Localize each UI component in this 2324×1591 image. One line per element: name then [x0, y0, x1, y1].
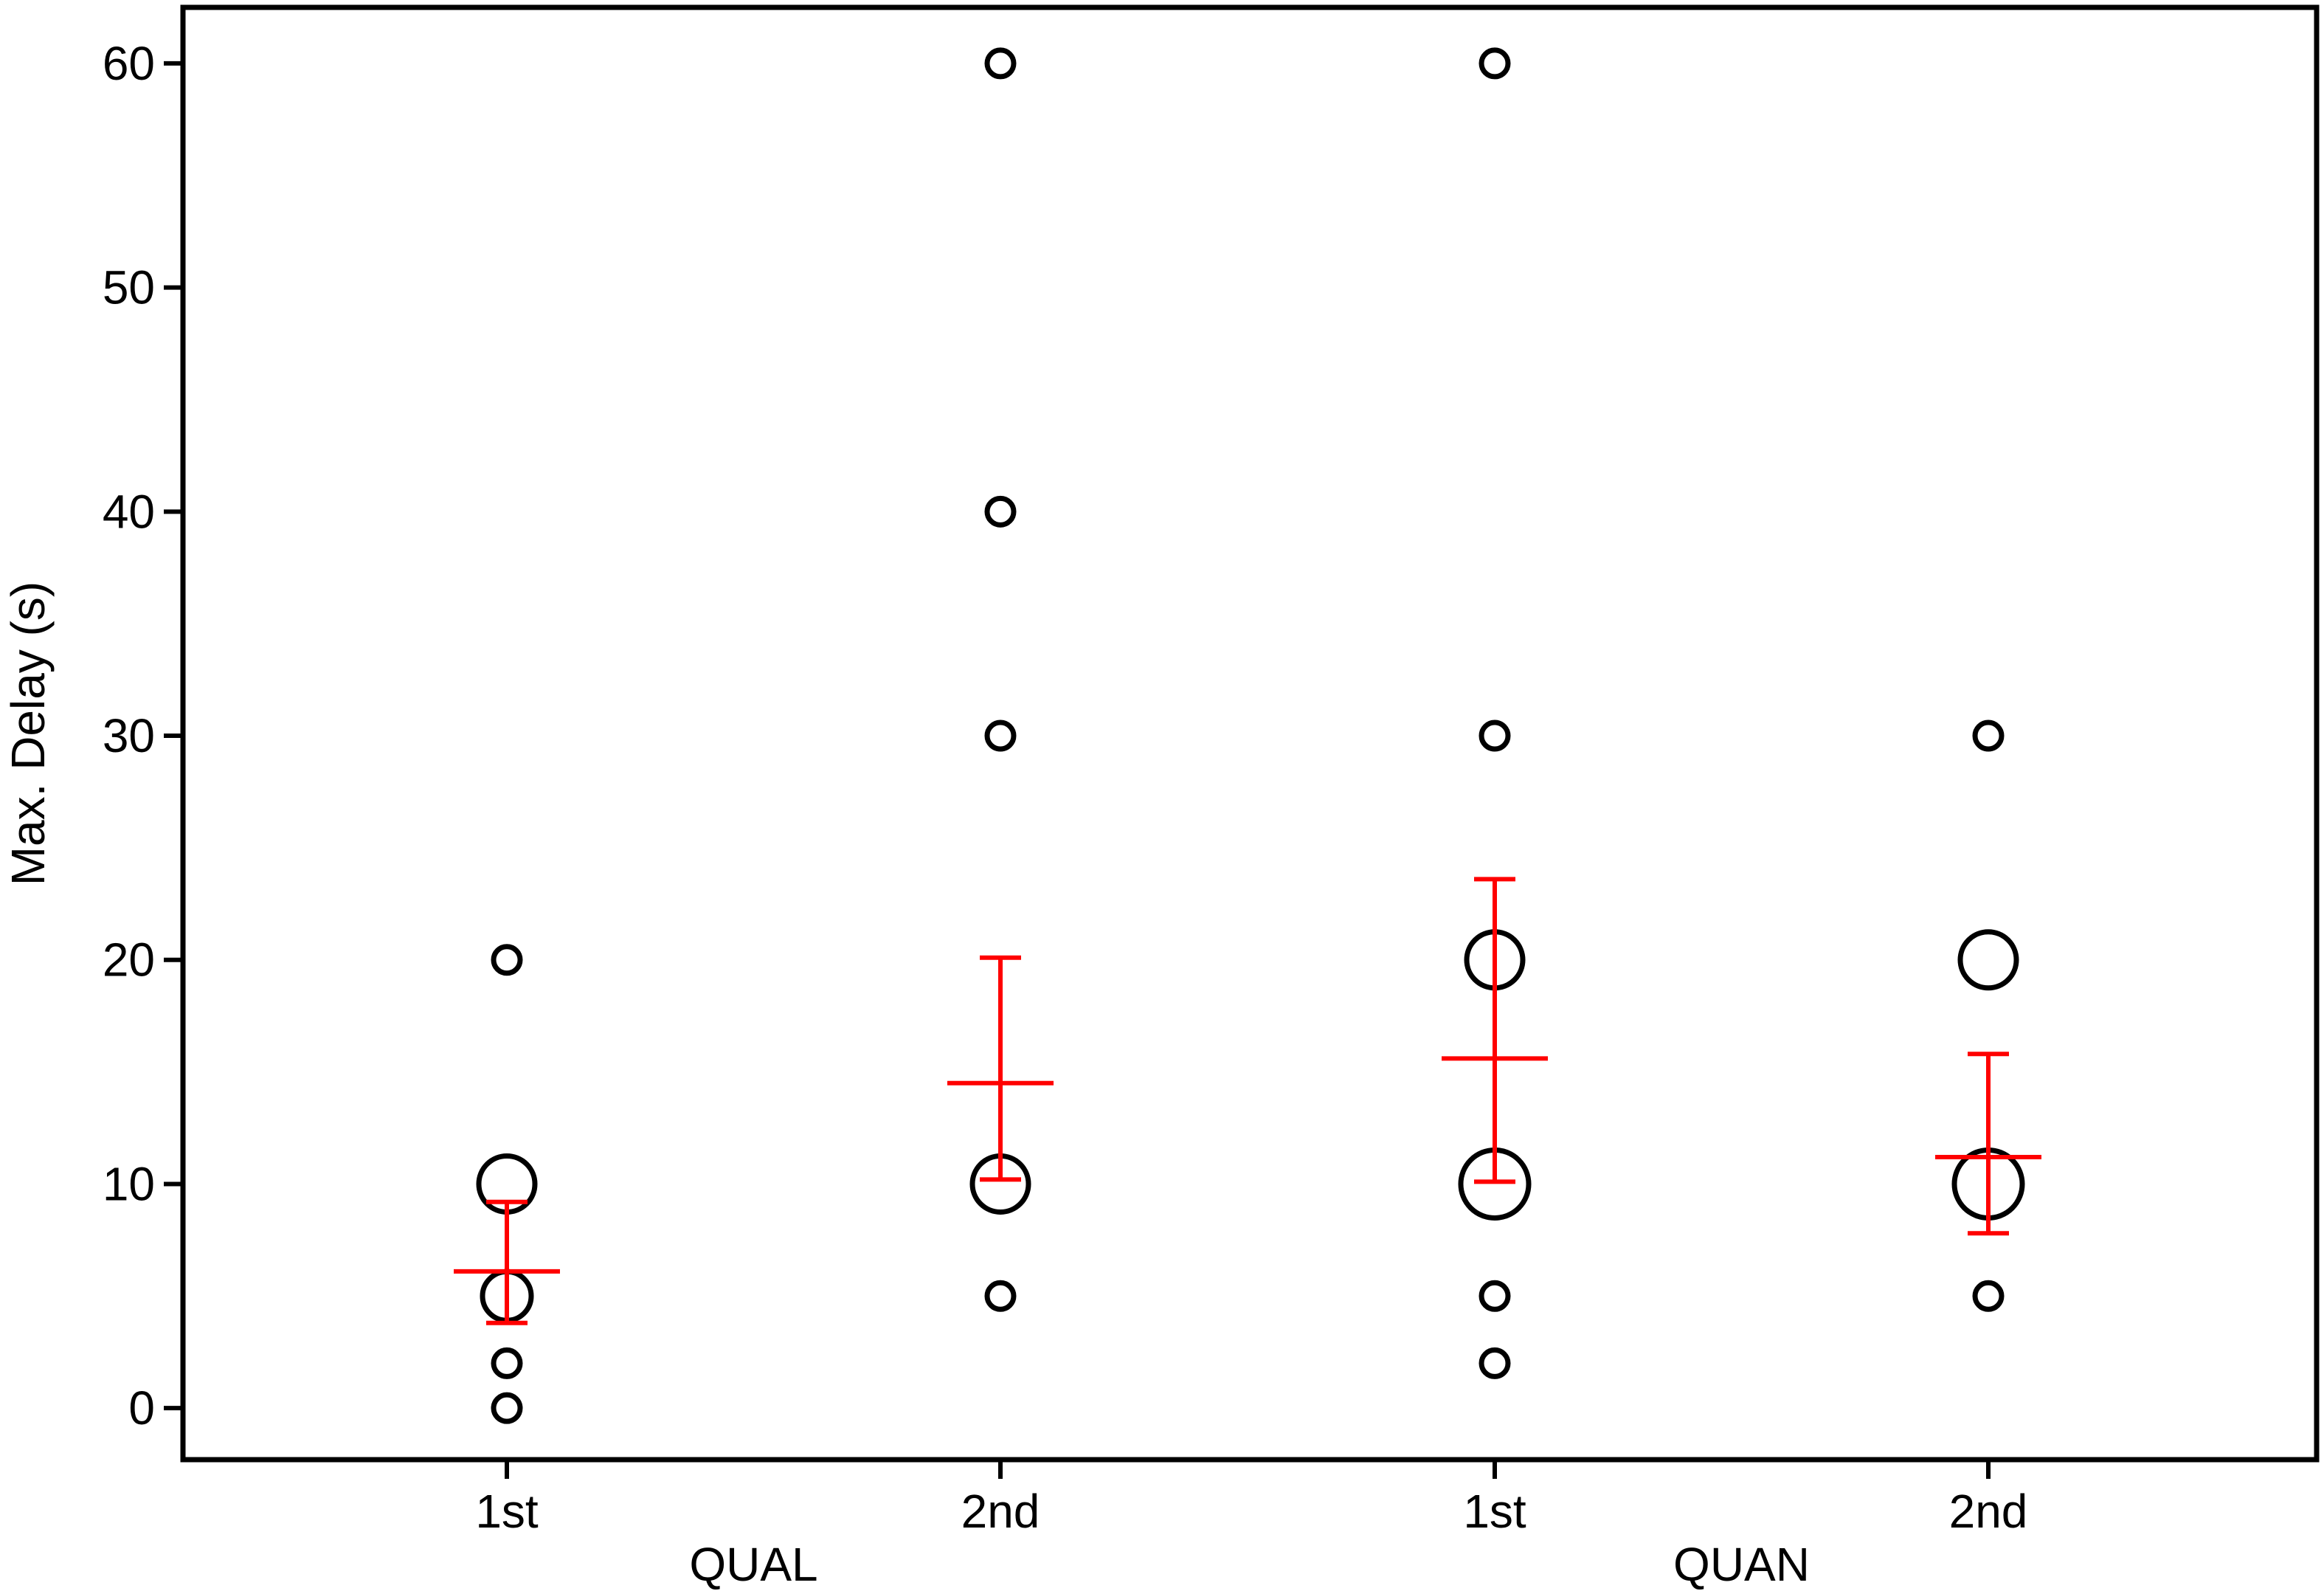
x-tick-label: 1st: [1463, 1485, 1526, 1538]
data-point: [984, 47, 1017, 80]
data-point: [984, 495, 1017, 528]
x-tick-label: 1st: [475, 1485, 539, 1538]
x-group-label: QUAN: [1673, 1538, 1810, 1591]
data-point: [491, 1347, 523, 1379]
y-tick-label: 30: [103, 709, 155, 762]
data-point: [1972, 1280, 2005, 1312]
y-tick-label: 60: [103, 37, 155, 90]
data-point: [491, 1392, 523, 1424]
data-point: [491, 944, 523, 976]
x-tick-label: 2nd: [961, 1485, 1040, 1538]
data-point: [1479, 1347, 1511, 1379]
data-points: [476, 47, 2025, 1424]
data-point: [1479, 47, 1511, 80]
data-point: [1957, 929, 2019, 991]
data-point: [1479, 719, 1511, 752]
y-axis-title: Max. Delay (s): [1, 581, 55, 886]
y-tick-label: 10: [103, 1157, 155, 1210]
y-tick-label: 20: [103, 933, 155, 987]
mean-errorbars: [454, 877, 2041, 1325]
data-point: [984, 719, 1017, 752]
data-point: [1479, 1280, 1511, 1312]
data-point: [1972, 719, 2005, 752]
plot-frame: [180, 4, 2320, 1463]
data-point: [984, 1280, 1017, 1312]
y-tick-label: 0: [128, 1381, 155, 1435]
y-tick-label: 50: [103, 261, 155, 314]
y-axis: 0 10 20 30 40 50 60: [103, 37, 183, 1435]
x-tick-label: 2nd: [1949, 1485, 2028, 1538]
y-tick-label: 40: [103, 485, 155, 538]
x-group-label: QUAL: [689, 1538, 817, 1591]
x-axis: 1st 2nd 1st 2nd QUAL QUAN: [475, 1460, 2027, 1591]
